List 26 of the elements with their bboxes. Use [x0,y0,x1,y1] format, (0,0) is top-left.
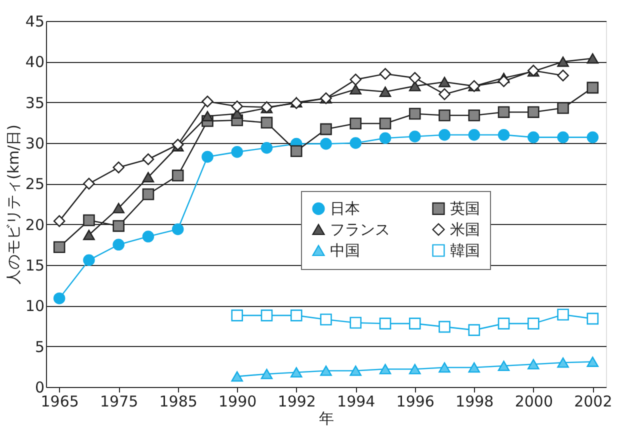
y-tick-label: 25 [25,175,44,194]
legend-label: フランス [330,220,390,238]
y-tick-label: 20 [25,216,44,234]
x-tick-label: 1990 [218,392,257,410]
y-tick-label: 30 [25,134,44,152]
x-tick-label: 1975 [100,392,138,410]
y-tick-label: 40 [25,53,44,72]
y-tick-label: 45 [25,12,44,30]
x-tick-label: 1992 [278,392,316,410]
legend-label: 米国 [450,220,480,238]
legend-label: 中国 [330,242,360,260]
x-axis-title: 年 [319,410,334,428]
x-tick-label: 1994 [337,392,376,410]
y-tick-label: 15 [25,256,44,274]
legend-label: 韓国 [450,242,480,260]
y-axis-title: 人のモビリティ(km/日) [4,124,22,285]
legend-label: 日本 [330,200,360,218]
y-tick-label: 35 [25,94,44,112]
y-tick-label: 10 [25,297,44,316]
x-tick-label: 2000 [514,392,553,410]
x-tick-label: 1985 [159,392,198,410]
y-tick-label: 5 [34,338,44,356]
x-tick-label: 1998 [456,392,494,410]
x-tick-label: 1996 [396,392,434,410]
x-tick-label: 2002 [574,392,612,410]
legend-label: 英国 [450,200,480,218]
